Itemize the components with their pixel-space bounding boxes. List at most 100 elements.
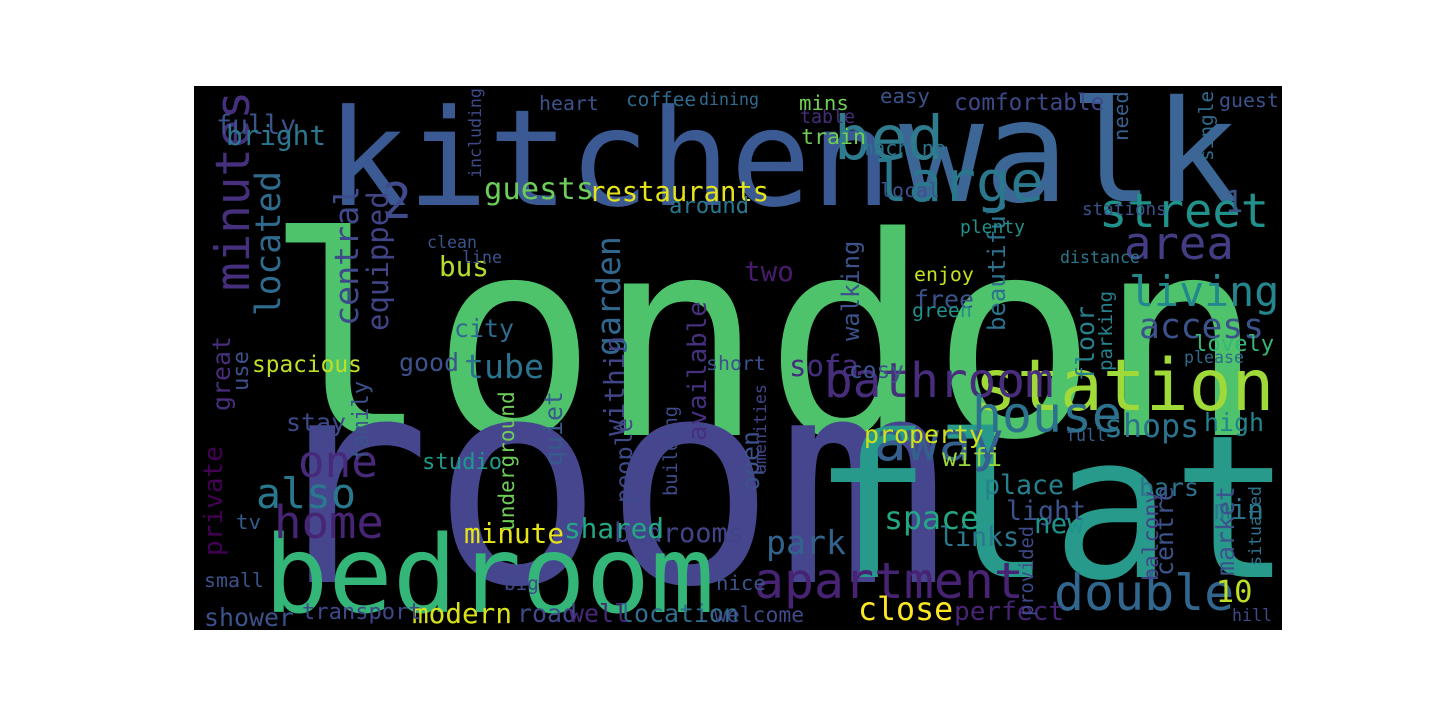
word-park: park — [766, 523, 846, 563]
word-enjoy: enjoy — [914, 263, 974, 287]
word-shower: shower — [204, 602, 294, 630]
word-provided: provided — [1017, 525, 1039, 616]
word-city: city — [454, 313, 514, 343]
word-two: two — [744, 255, 794, 289]
word-access: access — [1139, 306, 1264, 347]
word-market: market — [1211, 486, 1241, 576]
word-need: need — [1109, 91, 1134, 141]
word-equipped: equipped — [361, 191, 396, 331]
word-welcome: welcome — [714, 603, 805, 629]
word-flat: flat — [812, 391, 1282, 624]
word-table: table — [800, 106, 856, 128]
word-short: short — [706, 352, 766, 376]
word-wifi: wifi — [942, 443, 1002, 473]
word-new: new — [1034, 506, 1084, 540]
word-around: around — [669, 192, 750, 219]
word-street: street — [1099, 184, 1270, 240]
word-large: large — [874, 150, 1045, 216]
word-place: place — [984, 469, 1065, 501]
word-well: well — [569, 598, 629, 628]
word-distance: distance — [1060, 247, 1140, 267]
word-perfect: perfect — [954, 596, 1064, 627]
word-including: including — [466, 88, 486, 178]
word-2: 2 — [382, 172, 412, 230]
word-links: links — [939, 522, 1020, 554]
word-central: central — [326, 185, 366, 326]
word-bedroom: bedroom — [264, 513, 715, 630]
word-easy: easy — [880, 86, 930, 108]
word-fully: fully — [216, 109, 297, 141]
word-apartment: apartment — [754, 552, 1024, 611]
word-walking: walking — [836, 240, 865, 341]
word-located: located — [248, 171, 289, 316]
word-big: big — [504, 572, 539, 596]
word-train: train — [801, 125, 867, 151]
word-bed: bed — [834, 103, 944, 174]
word-away: away — [874, 410, 1004, 474]
word-location: location — [619, 598, 739, 628]
word-double: double — [1054, 564, 1235, 623]
word-free: free — [914, 284, 974, 314]
word-restaurants: restaurants — [589, 177, 770, 209]
word-station: station — [974, 344, 1275, 428]
word-shared: shared — [564, 511, 665, 545]
word-lovely: lovely — [1194, 330, 1275, 357]
word-people: people — [609, 418, 638, 503]
word-bathroom: bathroom — [824, 354, 1054, 410]
word-plenty: plenty — [960, 216, 1026, 238]
word-transport: transport — [302, 598, 422, 625]
word-heart: heart — [539, 92, 599, 116]
word-full: full — [1066, 425, 1106, 445]
word-comfortable: comfortable — [954, 89, 1105, 116]
word-good: good — [399, 348, 459, 378]
word-living: living — [1129, 267, 1280, 317]
word-building: building — [661, 405, 683, 496]
word-dining: dining — [699, 89, 759, 109]
word-underground: underground — [493, 391, 519, 531]
word-bus: bus — [439, 250, 489, 284]
word-close: close — [858, 592, 954, 629]
word-cloud: london room flat kitchen walk bedroom bed stati… — [194, 86, 1282, 630]
word-stations: stations — [1082, 200, 1167, 221]
word-tube: tube — [464, 347, 544, 387]
word-please: please — [1184, 347, 1244, 367]
word-tv: tv — [236, 509, 262, 534]
word-london: london — [264, 179, 1265, 502]
word-nice: nice — [716, 570, 766, 595]
word-use: use — [228, 351, 255, 391]
word-high: high — [1204, 407, 1264, 437]
word-private: private — [198, 446, 229, 556]
word-mins: mins — [799, 91, 849, 116]
word-1: 1 — [1224, 185, 1244, 221]
word-machine: machine — [861, 135, 947, 160]
word-space: space — [884, 501, 980, 538]
word-modern: modern — [412, 597, 513, 630]
word-shops: shops — [1104, 409, 1200, 446]
word-road: road — [517, 598, 577, 628]
word-guest: guest — [1219, 89, 1279, 113]
word-spacious: spacious — [252, 351, 362, 378]
word-line: line — [462, 247, 502, 267]
word-family: family — [348, 380, 375, 461]
word-home: home — [274, 496, 384, 550]
word-local: local — [880, 179, 940, 203]
word-light: light — [1006, 495, 1087, 527]
word-single: single — [1194, 90, 1218, 161]
word-green: green — [912, 299, 972, 323]
word-bars: bars — [1139, 472, 1199, 502]
word-room: room — [258, 316, 949, 630]
word-area: area — [1124, 216, 1234, 270]
word-centre: centre — [1149, 486, 1179, 576]
word-coffee: coffee — [626, 88, 697, 112]
word-sofa: sofa — [789, 349, 859, 384]
word-quiet: quiet — [539, 391, 569, 466]
word-hill: hill — [1232, 605, 1272, 625]
word-also: also — [256, 468, 356, 518]
word-situated: situated — [1246, 486, 1266, 566]
word-clean: clean — [427, 232, 477, 252]
word-house: house — [972, 386, 1122, 445]
word-bedrooms: bedrooms — [614, 517, 745, 549]
word-walk: walk — [899, 86, 1239, 235]
word-min: min — [1214, 493, 1264, 527]
word-cosy: cosy — [849, 357, 904, 384]
